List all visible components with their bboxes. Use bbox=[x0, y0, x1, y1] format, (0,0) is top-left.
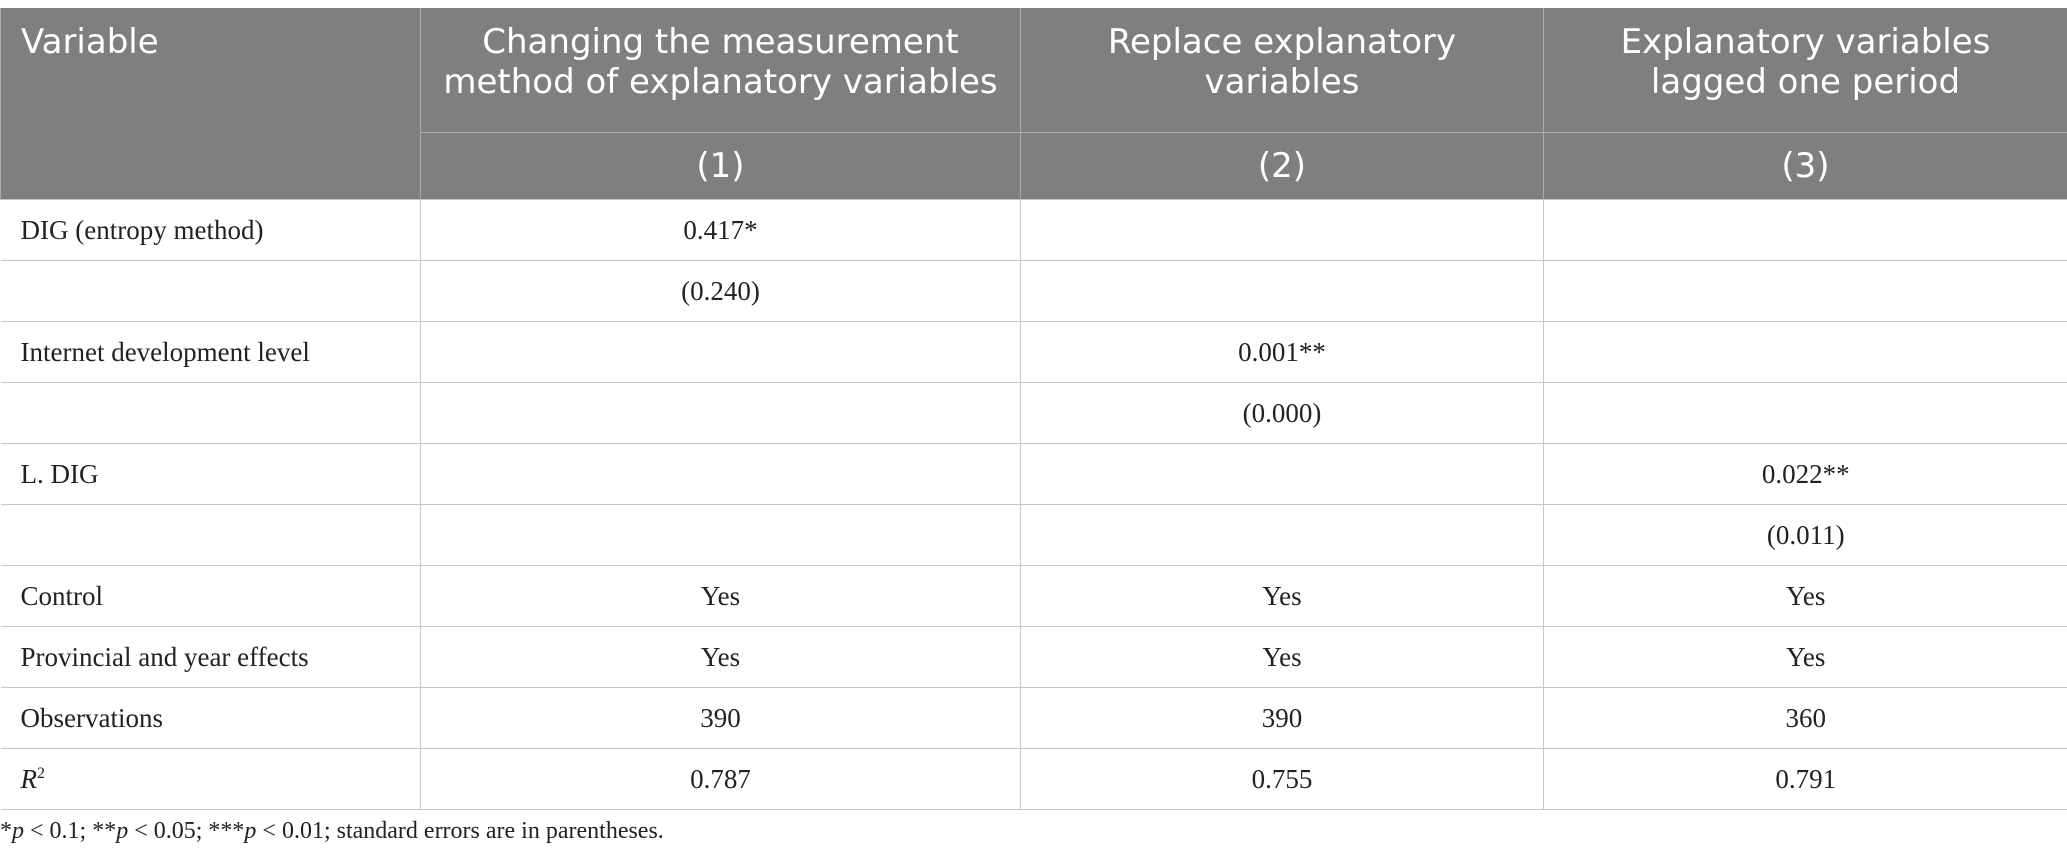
robustness-results-table: Variable Changing the measurement method… bbox=[0, 8, 2067, 810]
table-cell: Yes bbox=[420, 565, 1021, 627]
table-row: Internet development level 0.001** bbox=[0, 321, 2067, 383]
header-col-2-title: Replace explanatory variables bbox=[1020, 8, 1544, 133]
table-cell: (0.000) bbox=[1020, 382, 1544, 444]
row-label: DIG (entropy method) bbox=[0, 199, 421, 261]
table-footnote: *p < 0.1; **p < 0.05; ***p < 0.01; stand… bbox=[0, 818, 664, 845]
table-cell: 390 bbox=[420, 687, 1021, 749]
table-cell bbox=[420, 504, 1021, 566]
footnote-p-symbol: p bbox=[116, 818, 129, 844]
row-label-r-squared: R2 bbox=[0, 748, 421, 810]
table-cell bbox=[1020, 504, 1544, 566]
table-cell bbox=[1020, 260, 1544, 322]
table-cell: 390 bbox=[1020, 687, 1544, 749]
table-cell bbox=[1020, 199, 1544, 261]
table-cell bbox=[1543, 321, 2067, 383]
table-cell bbox=[1020, 443, 1544, 505]
results-table-container: Variable Changing the measurement method… bbox=[0, 8, 2067, 810]
row-label bbox=[0, 504, 421, 566]
footnote-text: < 0.05; *** bbox=[128, 818, 245, 844]
row-label bbox=[0, 382, 421, 444]
table-row: DIG (entropy method) 0.417* bbox=[0, 199, 2067, 261]
table-cell: 360 bbox=[1543, 687, 2067, 749]
row-label: Internet development level bbox=[0, 321, 421, 383]
header-variable: Variable bbox=[0, 8, 421, 200]
table-row-r-squared: R2 0.787 0.755 0.791 bbox=[0, 748, 2067, 810]
r-squared-superscript: 2 bbox=[37, 764, 45, 782]
table-row: (0.000) bbox=[0, 382, 2067, 444]
row-label: Provincial and year effects bbox=[0, 626, 421, 688]
table-cell bbox=[1543, 260, 2067, 322]
table-header: Variable Changing the measurement method… bbox=[0, 8, 2067, 200]
row-label: L. DIG bbox=[0, 443, 421, 505]
header-col-1-title: Changing the measurement method of expla… bbox=[420, 8, 1021, 133]
table-cell bbox=[1543, 382, 2067, 444]
footnote-p-symbol: p bbox=[12, 818, 24, 844]
table-cell bbox=[1543, 199, 2067, 261]
table-row: (0.011) bbox=[0, 504, 2067, 566]
header-col-3-title: Explanatory variables lagged one period bbox=[1543, 8, 2067, 133]
table-cell: Yes bbox=[1543, 626, 2067, 688]
footnote-star: * bbox=[0, 818, 12, 844]
table-cell bbox=[420, 382, 1021, 444]
table-cell: 0.755 bbox=[1020, 748, 1544, 810]
table-cell bbox=[420, 321, 1021, 383]
header-col-3-number: (3) bbox=[1543, 132, 2067, 200]
table-body: DIG (entropy method) 0.417* (0.240) Inte… bbox=[0, 199, 2067, 810]
table-cell: Yes bbox=[1020, 565, 1544, 627]
table-cell: Yes bbox=[1543, 565, 2067, 627]
header-col-2-number: (2) bbox=[1020, 132, 1544, 200]
footnote-text: < 0.01; standard errors are in parenthes… bbox=[256, 818, 664, 844]
header-row-numbers: (1) (2) (3) bbox=[1, 132, 2067, 200]
table-cell: 0.417* bbox=[420, 199, 1021, 261]
footnote-p-symbol: p bbox=[244, 818, 257, 844]
table-cell: 0.787 bbox=[420, 748, 1021, 810]
row-label: Observations bbox=[0, 687, 421, 749]
row-label: Control bbox=[0, 565, 421, 627]
table-row: Observations 390 390 360 bbox=[0, 687, 2067, 749]
table-row: L. DIG 0.022** bbox=[0, 443, 2067, 505]
table-row: (0.240) bbox=[0, 260, 2067, 322]
table-cell: 0.022** bbox=[1543, 443, 2067, 505]
table-cell: (0.240) bbox=[420, 260, 1021, 322]
footnote-text: < 0.1; ** bbox=[24, 818, 117, 844]
table-cell: 0.791 bbox=[1543, 748, 2067, 810]
table-cell: (0.011) bbox=[1543, 504, 2067, 566]
table-row: Provincial and year effects Yes Yes Yes bbox=[0, 626, 2067, 688]
row-label bbox=[0, 260, 421, 322]
table-cell: Yes bbox=[420, 626, 1021, 688]
header-col-1-number: (1) bbox=[420, 132, 1021, 200]
r-squared-symbol: R bbox=[20, 763, 38, 794]
table-cell bbox=[420, 443, 1021, 505]
header-row-titles: Variable Changing the measurement method… bbox=[0, 8, 2067, 200]
table-cell: Yes bbox=[1020, 626, 1544, 688]
table-cell: 0.001** bbox=[1020, 321, 1544, 383]
table-row: Control Yes Yes Yes bbox=[0, 565, 2067, 627]
